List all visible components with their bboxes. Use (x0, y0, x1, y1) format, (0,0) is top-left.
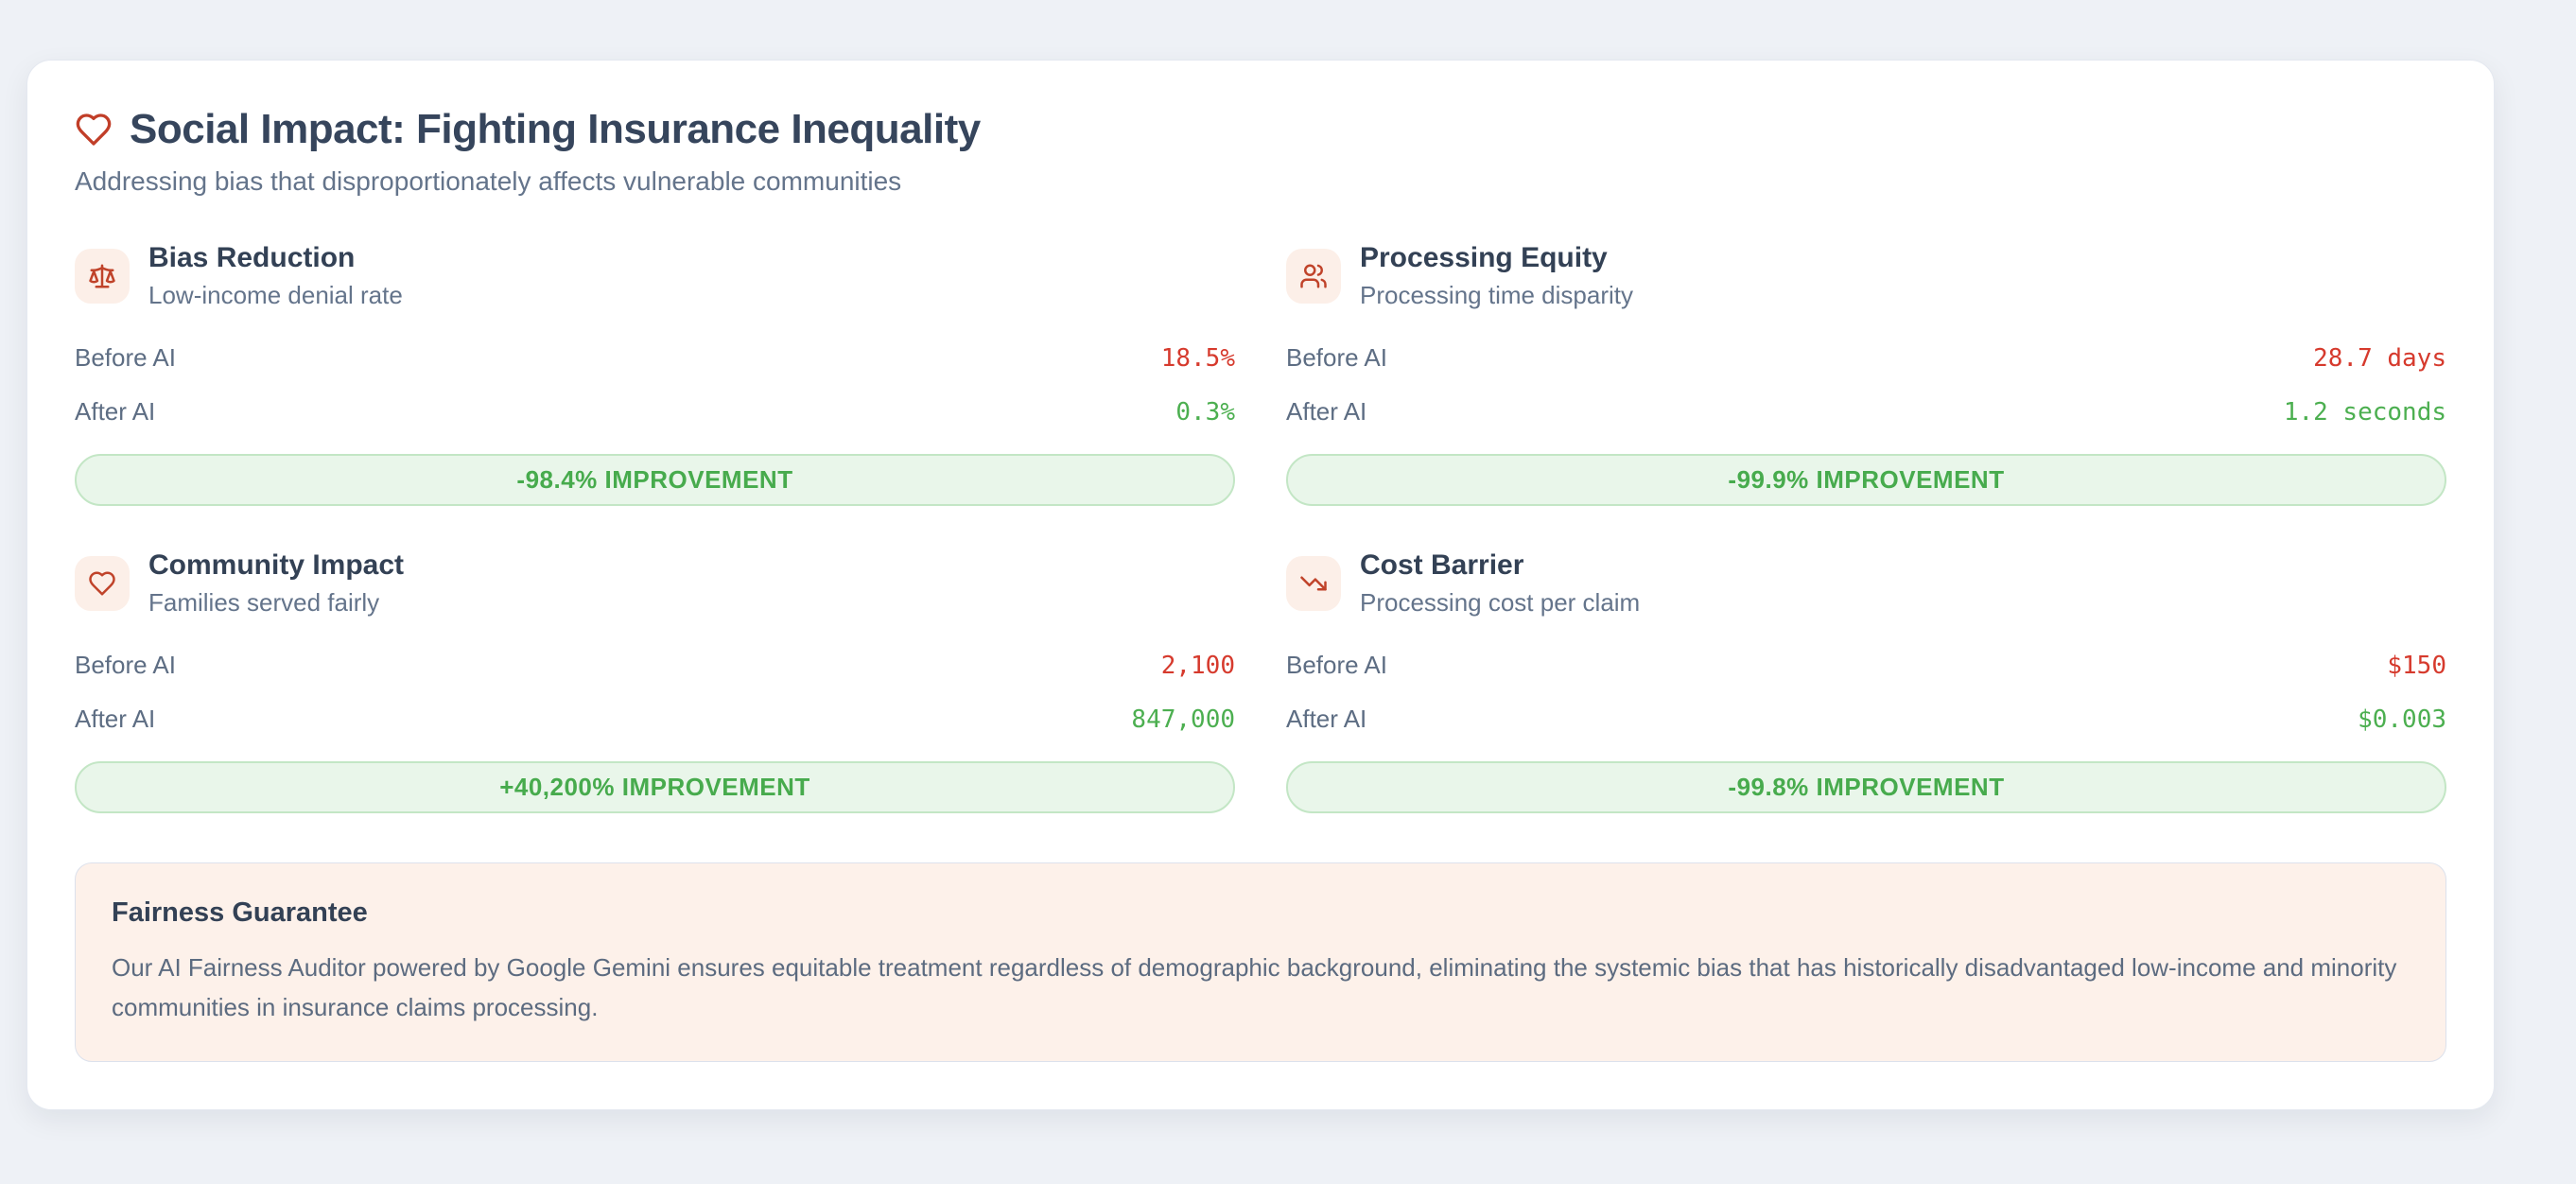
heart-icon (75, 556, 130, 611)
metric-head-text: Cost Barrier Processing cost per claim (1360, 549, 1640, 618)
scale-icon (75, 249, 130, 304)
before-ai-row: Before AI $150 (1286, 638, 2446, 692)
page-title: Social Impact: Fighting Insurance Inequa… (130, 106, 981, 152)
heart-icon (76, 113, 112, 146)
metric-title: Community Impact (148, 549, 405, 581)
trending-down-icon (1286, 556, 1341, 611)
users-icon (1286, 249, 1341, 304)
fairness-guarantee-box: Fairness Guarantee Our AI Fairness Audit… (75, 862, 2446, 1063)
metric-title: Cost Barrier (1360, 549, 1524, 581)
metric-head: Cost Barrier Processing cost per claim (1286, 549, 2446, 618)
page-subtitle: Addressing bias that disproportionately … (75, 166, 902, 196)
metric-head-text: Processing Equity Processing time dispar… (1360, 242, 1633, 310)
metric-panel-cost-barrier: Cost Barrier Processing cost per claim B… (1286, 549, 2446, 813)
before-ai-value: 28.7 days (2313, 343, 2446, 373)
after-ai-value: 1.2 seconds (2283, 397, 2446, 427)
before-ai-value: 2,100 (1160, 651, 1235, 680)
after-ai-row: After AI $0.003 (1286, 692, 2446, 746)
metric-panel-processing-equity: Processing Equity Processing time dispar… (1286, 242, 2446, 506)
improvement-badge: -98.4% IMPROVEMENT (75, 454, 1235, 506)
fairness-title: Fairness Guarantee (112, 897, 368, 928)
before-ai-label: Before AI (75, 651, 176, 679)
before-ai-row: Before AI 18.5% (75, 331, 1235, 385)
social-impact-card: Social Impact: Fighting Insurance Inequa… (26, 60, 2495, 1111)
metric-title: Processing Equity (1360, 242, 1608, 273)
metric-panel-community-impact: Community Impact Families served fairly … (75, 549, 1235, 813)
metric-rows: Before AI 2,100 After AI 847,000 (75, 638, 1235, 746)
before-ai-value: 18.5% (1160, 343, 1235, 373)
before-ai-label: Before AI (75, 343, 176, 372)
metric-subtitle: Families served fairly (148, 588, 380, 617)
after-ai-value: 0.3% (1175, 397, 1235, 427)
after-ai-row: After AI 847,000 (75, 692, 1235, 746)
metric-head-text: Community Impact Families served fairly (148, 549, 404, 618)
improvement-badge: -99.9% IMPROVEMENT (1286, 454, 2446, 506)
metric-subtitle: Processing cost per claim (1360, 588, 1641, 617)
card-header: Social Impact: Fighting Insurance Inequa… (75, 106, 2446, 153)
after-ai-row: After AI 0.3% (75, 385, 1235, 439)
after-ai-label: After AI (1286, 705, 1367, 733)
metric-head: Processing Equity Processing time dispar… (1286, 242, 2446, 310)
after-ai-label: After AI (75, 705, 156, 733)
metric-head: Bias Reduction Low-income denial rate (75, 242, 1235, 310)
fairness-body: Our AI Fairness Auditor powered by Googl… (112, 953, 2397, 1022)
metric-subtitle: Low-income denial rate (148, 281, 403, 309)
after-ai-label: After AI (75, 397, 156, 426)
before-ai-label: Before AI (1286, 343, 1387, 372)
metric-title: Bias Reduction (148, 242, 356, 273)
metric-rows: Before AI $150 After AI $0.003 (1286, 638, 2446, 746)
after-ai-value: 847,000 (1131, 705, 1235, 734)
metric-panel-bias-reduction: Bias Reduction Low-income denial rate Be… (75, 242, 1235, 506)
improvement-badge: -99.8% IMPROVEMENT (1286, 761, 2446, 813)
metric-head-text: Bias Reduction Low-income denial rate (148, 242, 403, 310)
metric-subtitle: Processing time disparity (1360, 281, 1633, 309)
before-ai-label: Before AI (1286, 651, 1387, 679)
metric-rows: Before AI 18.5% After AI 0.3% (75, 331, 1235, 439)
after-ai-value: $0.003 (2358, 705, 2446, 734)
before-ai-row: Before AI 2,100 (75, 638, 1235, 692)
metric-rows: Before AI 28.7 days After AI 1.2 seconds (1286, 331, 2446, 439)
after-ai-label: After AI (1286, 397, 1367, 426)
metric-head: Community Impact Families served fairly (75, 549, 1235, 618)
improvement-badge: +40,200% IMPROVEMENT (75, 761, 1235, 813)
after-ai-row: After AI 1.2 seconds (1286, 385, 2446, 439)
metrics-grid: Bias Reduction Low-income denial rate Be… (75, 242, 2446, 813)
before-ai-row: Before AI 28.7 days (1286, 331, 2446, 385)
before-ai-value: $150 (2387, 651, 2446, 680)
